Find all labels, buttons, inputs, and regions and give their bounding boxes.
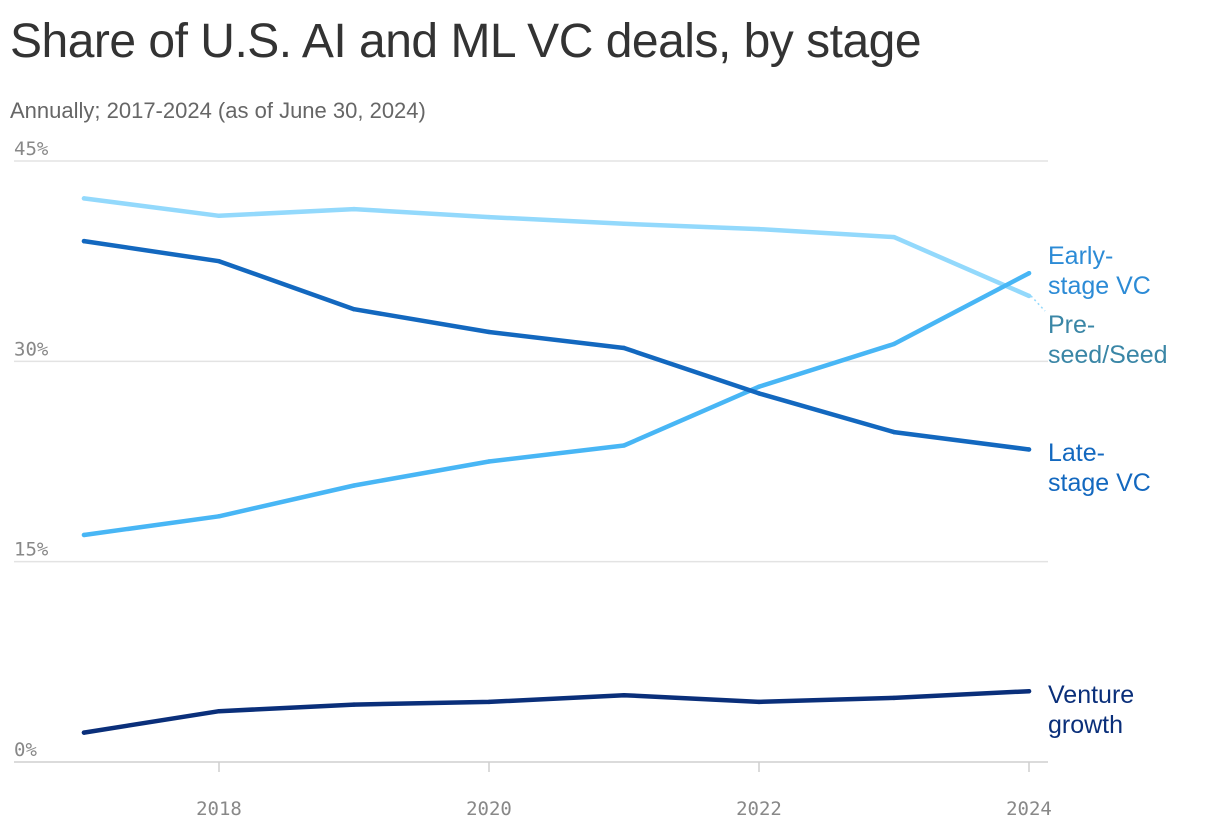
data-point-pre-seed-seed: [81, 196, 87, 201]
y-tick-label: 0%: [14, 739, 37, 761]
y-axis-ticks: 0% 15% 30% 45%: [14, 138, 49, 761]
data-point-late-stage-vc: [351, 307, 357, 312]
data-point-late-stage-vc: [891, 429, 897, 435]
x-tick-label: 2024: [1006, 798, 1052, 820]
y-tick-label: 30%: [14, 338, 49, 360]
series-line-pre-seed-seed: [81, 196, 1032, 299]
data-point-venture-growth: [351, 702, 357, 707]
series-line-late-stage-vc: [81, 238, 1032, 452]
data-point-pre-seed-seed: [621, 221, 627, 226]
data-point-pre-seed-seed: [486, 214, 492, 220]
data-point-early-stage-vc: [216, 514, 222, 519]
data-point-pre-seed-seed: [1026, 293, 1032, 299]
data-point-late-stage-vc: [81, 238, 87, 244]
data-point-pre-seed-seed: [756, 226, 762, 232]
data-point-venture-growth: [891, 695, 897, 701]
series-label-early-stage-vc: Early-stage VC: [1048, 242, 1151, 300]
data-point-late-stage-vc: [216, 258, 222, 264]
y-tick-label: 45%: [14, 138, 49, 160]
data-point-late-stage-vc: [621, 345, 627, 351]
data-point-early-stage-vc: [486, 459, 492, 464]
data-point-early-stage-vc: [756, 384, 762, 389]
data-point-early-stage-vc: [1026, 270, 1032, 276]
chart-subtitle: Annually; 2017-2024 (as of June 30, 2024…: [10, 98, 426, 123]
data-point-pre-seed-seed: [891, 234, 897, 240]
series-labels: Pre-seed/Seed Early-stage VC Late-stage VC…: [1030, 242, 1168, 739]
data-point-early-stage-vc: [351, 483, 357, 488]
label-leader-pre-seed-seed: [1030, 295, 1046, 312]
data-point-venture-growth: [216, 709, 222, 714]
data-point-venture-growth: [486, 699, 492, 705]
x-tick-label: 2022: [736, 798, 782, 820]
data-point-venture-growth: [1026, 689, 1032, 694]
y-tick-label: 15%: [14, 539, 49, 561]
grid-lines: [14, 160, 1048, 763]
x-axis-ticks: 2018 2020 2022 2024: [196, 762, 1052, 820]
data-point-pre-seed-seed: [351, 206, 357, 212]
series-label-pre-seed-seed: Pre-seed/Seed: [1048, 311, 1168, 369]
data-point-venture-growth: [756, 699, 762, 705]
x-tick-label: 2020: [466, 798, 512, 820]
x-tick-label: 2018: [196, 798, 242, 820]
data-point-venture-growth: [621, 693, 627, 698]
series-lines: [81, 196, 1032, 735]
series-line-venture-growth: [81, 688, 1032, 735]
data-point-venture-growth: [81, 730, 87, 735]
chart-title: Share of U.S. AI and ML VC deals, by sta…: [10, 15, 922, 68]
data-point-early-stage-vc: [81, 532, 87, 538]
data-point-late-stage-vc: [1026, 447, 1032, 452]
series-label-venture-growth: Venture growth: [1048, 681, 1134, 739]
data-point-late-stage-vc: [756, 391, 762, 396]
data-point-pre-seed-seed: [216, 213, 222, 218]
data-point-early-stage-vc: [891, 341, 897, 347]
data-point-early-stage-vc: [621, 443, 627, 448]
series-label-late-stage-vc: Late-stage VC: [1048, 439, 1151, 497]
series-line-early-stage-vc: [81, 270, 1032, 538]
data-point-late-stage-vc: [486, 329, 492, 335]
